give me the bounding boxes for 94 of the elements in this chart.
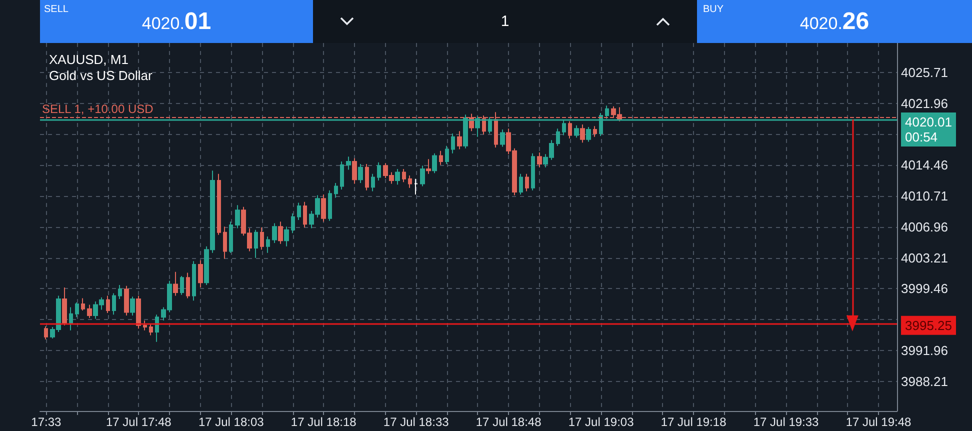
candlestick (62, 287, 67, 326)
candlestick (291, 212, 295, 234)
candlestick (420, 165, 425, 187)
y-tick-label: 3991.96 (901, 342, 948, 358)
x-tick-label: 17:33 (31, 415, 62, 429)
candlestick (198, 260, 203, 288)
candlestick (395, 168, 400, 186)
candlestick (414, 178, 418, 195)
candlestick (143, 320, 147, 331)
y-tick-label: 3988.21 (901, 374, 948, 389)
candlestick (321, 194, 326, 222)
candlestick (334, 182, 338, 198)
candlestick (284, 226, 289, 247)
candlestick (586, 126, 591, 142)
candlestick (377, 162, 381, 181)
candlestick (173, 271, 178, 296)
candlestick (519, 173, 523, 195)
candlestick (580, 124, 585, 144)
candlestick (537, 152, 542, 168)
candlestick (186, 272, 190, 299)
x-tick-label: 17 Jul 19:03 (568, 415, 634, 429)
text: SELL (44, 4, 68, 15)
ref-line-label: 3995.25 (905, 318, 952, 333)
x-tick-label: 17 Jul 18:48 (476, 415, 542, 429)
candlestick (217, 173, 221, 236)
y-tick-label: 3999.46 (901, 281, 948, 296)
candlestick (155, 314, 159, 342)
candlestick (180, 275, 184, 296)
candlestick (112, 292, 116, 316)
candlestick (432, 152, 437, 174)
candlestick (371, 173, 375, 192)
candlestick (328, 190, 332, 222)
candlestick (235, 204, 240, 229)
candlestick (340, 161, 344, 190)
text: Gold vs US Dollar (49, 68, 153, 83)
candlestick (352, 158, 357, 184)
candlestick (451, 133, 455, 154)
candlestick (568, 120, 572, 139)
candlestick (278, 221, 283, 244)
x-tick-label: 17 Jul 18:18 (290, 415, 357, 429)
text: 4020.26 (800, 8, 870, 35)
candlestick (229, 221, 233, 254)
candlestick (87, 304, 92, 318)
candlestick (500, 128, 505, 148)
text: XAUUSD, M1 (49, 52, 128, 67)
candlestick (106, 295, 110, 314)
candlestick (272, 222, 277, 244)
candlestick (303, 201, 307, 228)
candlestick (531, 152, 535, 191)
y-tick-label: 4010.71 (901, 188, 948, 204)
ref-line-label: SELL 1, +10.00 USD (42, 102, 154, 116)
candlestick (426, 158, 431, 174)
candlestick (408, 175, 412, 188)
candlestick (81, 298, 85, 312)
candlestick (223, 226, 227, 260)
candlestick (118, 284, 122, 300)
candlestick (358, 164, 363, 184)
x-tick-label: 17 Jul 18:33 (383, 415, 450, 429)
x-tick-label: 17 Jul 19:18 (660, 415, 727, 429)
y-tick-label: 4021.96 (901, 96, 948, 111)
candlestick (445, 145, 449, 165)
candlestick (254, 229, 258, 258)
y-tick-label: 4006.96 (901, 219, 948, 234)
candlestick (260, 226, 264, 250)
candlestick (149, 323, 153, 336)
text: 1 (500, 13, 510, 30)
candlestick (556, 128, 560, 146)
x-tick-label: 17 Jul 19:48 (846, 415, 912, 429)
candlestick (439, 150, 443, 166)
candlestick (365, 164, 369, 191)
x-tick-label: 17 Jul 19:33 (753, 415, 820, 429)
y-tick-label: 4014.46 (901, 158, 948, 173)
candlestick (44, 326, 48, 340)
candlestick (593, 126, 597, 138)
candlestick (192, 260, 196, 302)
y-tick-label: 4003.21 (901, 250, 948, 266)
candlestick (75, 302, 79, 318)
y-tick-label: 4025.71 (901, 65, 948, 80)
candlestick (124, 285, 129, 316)
candlestick (69, 306, 73, 331)
candlestick (297, 202, 301, 220)
ref-line-label: 4020.01 00:54 (905, 114, 952, 144)
candlestick (402, 168, 406, 183)
text: 4020.01 (142, 8, 212, 35)
candlestick (136, 295, 141, 330)
candlestick (130, 296, 135, 316)
candlestick (457, 130, 462, 150)
candlestick (574, 124, 579, 138)
text: BUY (703, 4, 724, 15)
x-tick-label: 17 Jul 18:03 (198, 415, 264, 429)
candlestick (525, 173, 529, 192)
x-tick-label: 17 Jul 17:48 (106, 415, 172, 429)
candlestick (346, 156, 351, 170)
candlestick (266, 236, 270, 254)
